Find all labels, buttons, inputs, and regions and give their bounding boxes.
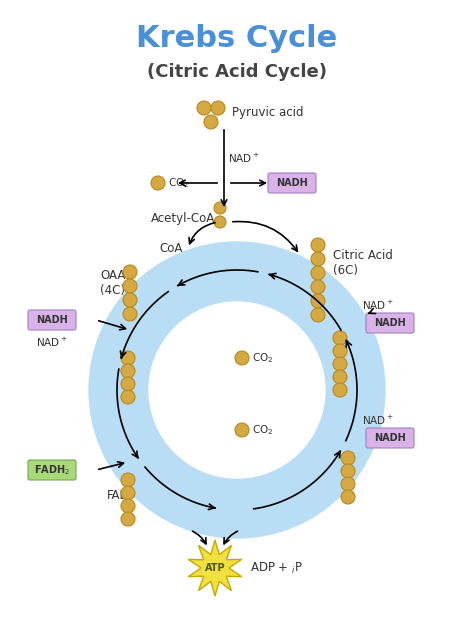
Circle shape	[341, 464, 355, 478]
Circle shape	[121, 364, 135, 378]
Text: ADP + $_{i}$P: ADP + $_{i}$P	[250, 560, 303, 576]
Circle shape	[151, 176, 165, 190]
Text: FADH$_2$: FADH$_2$	[34, 463, 70, 477]
Text: OAA: OAA	[100, 269, 126, 281]
Circle shape	[333, 383, 347, 397]
Text: NAD$^+$: NAD$^+$	[362, 413, 394, 426]
Text: NAD$^+$: NAD$^+$	[228, 151, 260, 165]
Circle shape	[211, 101, 225, 115]
Text: (6C): (6C)	[333, 263, 358, 276]
Circle shape	[197, 101, 211, 115]
Circle shape	[333, 357, 347, 371]
Text: NADH: NADH	[374, 433, 406, 443]
Text: ATP: ATP	[205, 563, 225, 573]
Circle shape	[123, 293, 137, 307]
Text: Citric Acid: Citric Acid	[333, 249, 393, 262]
Polygon shape	[188, 540, 242, 596]
Circle shape	[214, 202, 226, 214]
Text: NAD$^+$: NAD$^+$	[362, 299, 394, 312]
Text: CoA: CoA	[160, 242, 183, 254]
Circle shape	[123, 279, 137, 293]
FancyBboxPatch shape	[268, 173, 316, 193]
Circle shape	[333, 344, 347, 358]
Circle shape	[121, 486, 135, 500]
Circle shape	[311, 266, 325, 280]
Text: Krebs Cycle: Krebs Cycle	[137, 24, 337, 53]
FancyBboxPatch shape	[28, 310, 76, 330]
Circle shape	[123, 265, 137, 279]
Circle shape	[121, 351, 135, 365]
Text: (Citric Acid Cycle): (Citric Acid Cycle)	[147, 63, 327, 81]
Circle shape	[235, 351, 249, 365]
Circle shape	[121, 390, 135, 404]
Text: NADH: NADH	[36, 315, 68, 325]
Circle shape	[341, 451, 355, 465]
Circle shape	[123, 307, 137, 321]
Text: CO$_2$: CO$_2$	[252, 351, 273, 365]
Text: Acetyl-CoA: Acetyl-CoA	[151, 212, 215, 224]
Circle shape	[89, 242, 385, 538]
Circle shape	[121, 377, 135, 391]
Circle shape	[311, 238, 325, 252]
Circle shape	[121, 499, 135, 513]
Circle shape	[121, 512, 135, 526]
FancyBboxPatch shape	[28, 460, 76, 480]
FancyBboxPatch shape	[366, 428, 414, 448]
Text: FAD: FAD	[107, 488, 129, 501]
Text: NAD$^+$: NAD$^+$	[36, 335, 68, 349]
Circle shape	[311, 308, 325, 322]
Circle shape	[333, 370, 347, 384]
Circle shape	[214, 216, 226, 228]
Circle shape	[121, 473, 135, 487]
Circle shape	[311, 294, 325, 308]
Circle shape	[149, 302, 325, 478]
Circle shape	[333, 331, 347, 345]
Circle shape	[341, 477, 355, 491]
Text: CO$_2$: CO$_2$	[252, 423, 273, 437]
Text: (4C): (4C)	[100, 283, 125, 297]
Circle shape	[204, 115, 218, 129]
Text: NADH: NADH	[276, 178, 308, 188]
Circle shape	[235, 423, 249, 437]
Text: Pyruvic acid: Pyruvic acid	[232, 106, 303, 119]
Circle shape	[341, 490, 355, 504]
Circle shape	[311, 252, 325, 266]
Text: CO$_2$: CO$_2$	[168, 176, 189, 190]
Circle shape	[311, 280, 325, 294]
FancyBboxPatch shape	[366, 313, 414, 333]
Text: NADH: NADH	[374, 318, 406, 328]
